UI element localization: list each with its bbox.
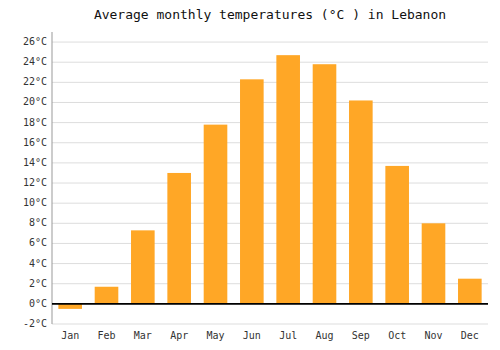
grid-line [52,203,488,204]
y-tick-label: 0°C [29,298,47,309]
y-tick-label: 4°C [29,258,47,269]
bar [131,230,155,304]
y-tick-label: 14°C [23,157,47,168]
grid-line [52,62,488,63]
grid-line [52,82,488,83]
x-ticks: Jan Feb Mar Apr May Jun Jul Aug Sep Oct Nov Dec [61,330,479,341]
y-axis-line [52,32,53,324]
x-tick-label: Feb [97,330,115,341]
x-tick-label: Jul [279,330,297,341]
bar [95,287,119,304]
x-tick-label: Nov [424,330,442,341]
x-tick-label: Oct [388,330,406,341]
page: {"chart_data": {"type": "bar", "title": … [0,0,500,350]
y-tick-label: 2°C [29,278,47,289]
chart: -2°C 0°C 2°C 4°C 6°C 8°C 10°C 12°C 14°C 16°C 18°C 2… [0,0,500,350]
grid-line [52,122,488,123]
x-tick-label: Dec [461,330,479,341]
bar [422,223,446,304]
bar [385,166,409,304]
x-tick-label: Jan [61,330,79,341]
y-tick-label: 22°C [23,76,47,87]
bars [58,55,481,309]
grid-line [52,303,488,304]
bar [240,79,264,304]
bar [458,279,482,304]
x-tick-label: Aug [315,330,333,341]
x-tick-label: May [206,330,224,341]
x-tick-label: Apr [170,330,188,341]
x-tick-label: Jun [243,330,261,341]
y-tick-label: 26°C [23,36,47,47]
bar [167,173,191,304]
grid-line [52,142,488,143]
x-tick-label: Mar [134,330,152,341]
bar [349,100,373,303]
y-tick-label: 18°C [23,117,47,128]
y-tick-label: 8°C [29,217,47,228]
grid-line [52,162,488,163]
bar [204,125,228,304]
grid [52,42,488,324]
title: Average monthly temperatures (°C ) in Le… [94,7,446,22]
y-tick-label: 10°C [23,197,47,208]
y-tick-label: 6°C [29,237,47,248]
grid-line [52,324,488,325]
grid-line [52,183,488,184]
y-tick-label: 20°C [23,96,47,107]
grid-line [52,42,488,43]
y-tick-label: 16°C [23,137,47,148]
y-tick-label: 12°C [23,177,47,188]
y-ticks: -2°C 0°C 2°C 4°C 6°C 8°C 10°C 12°C 14°C 16°C 18°C 2… [23,36,47,329]
zero-line [52,303,488,305]
bar [276,55,300,304]
y-tick-label: 24°C [23,56,47,67]
bar [313,64,337,304]
grid-line [52,102,488,103]
y-tick-label: -2°C [23,318,47,329]
x-tick-label: Sep [352,330,370,341]
